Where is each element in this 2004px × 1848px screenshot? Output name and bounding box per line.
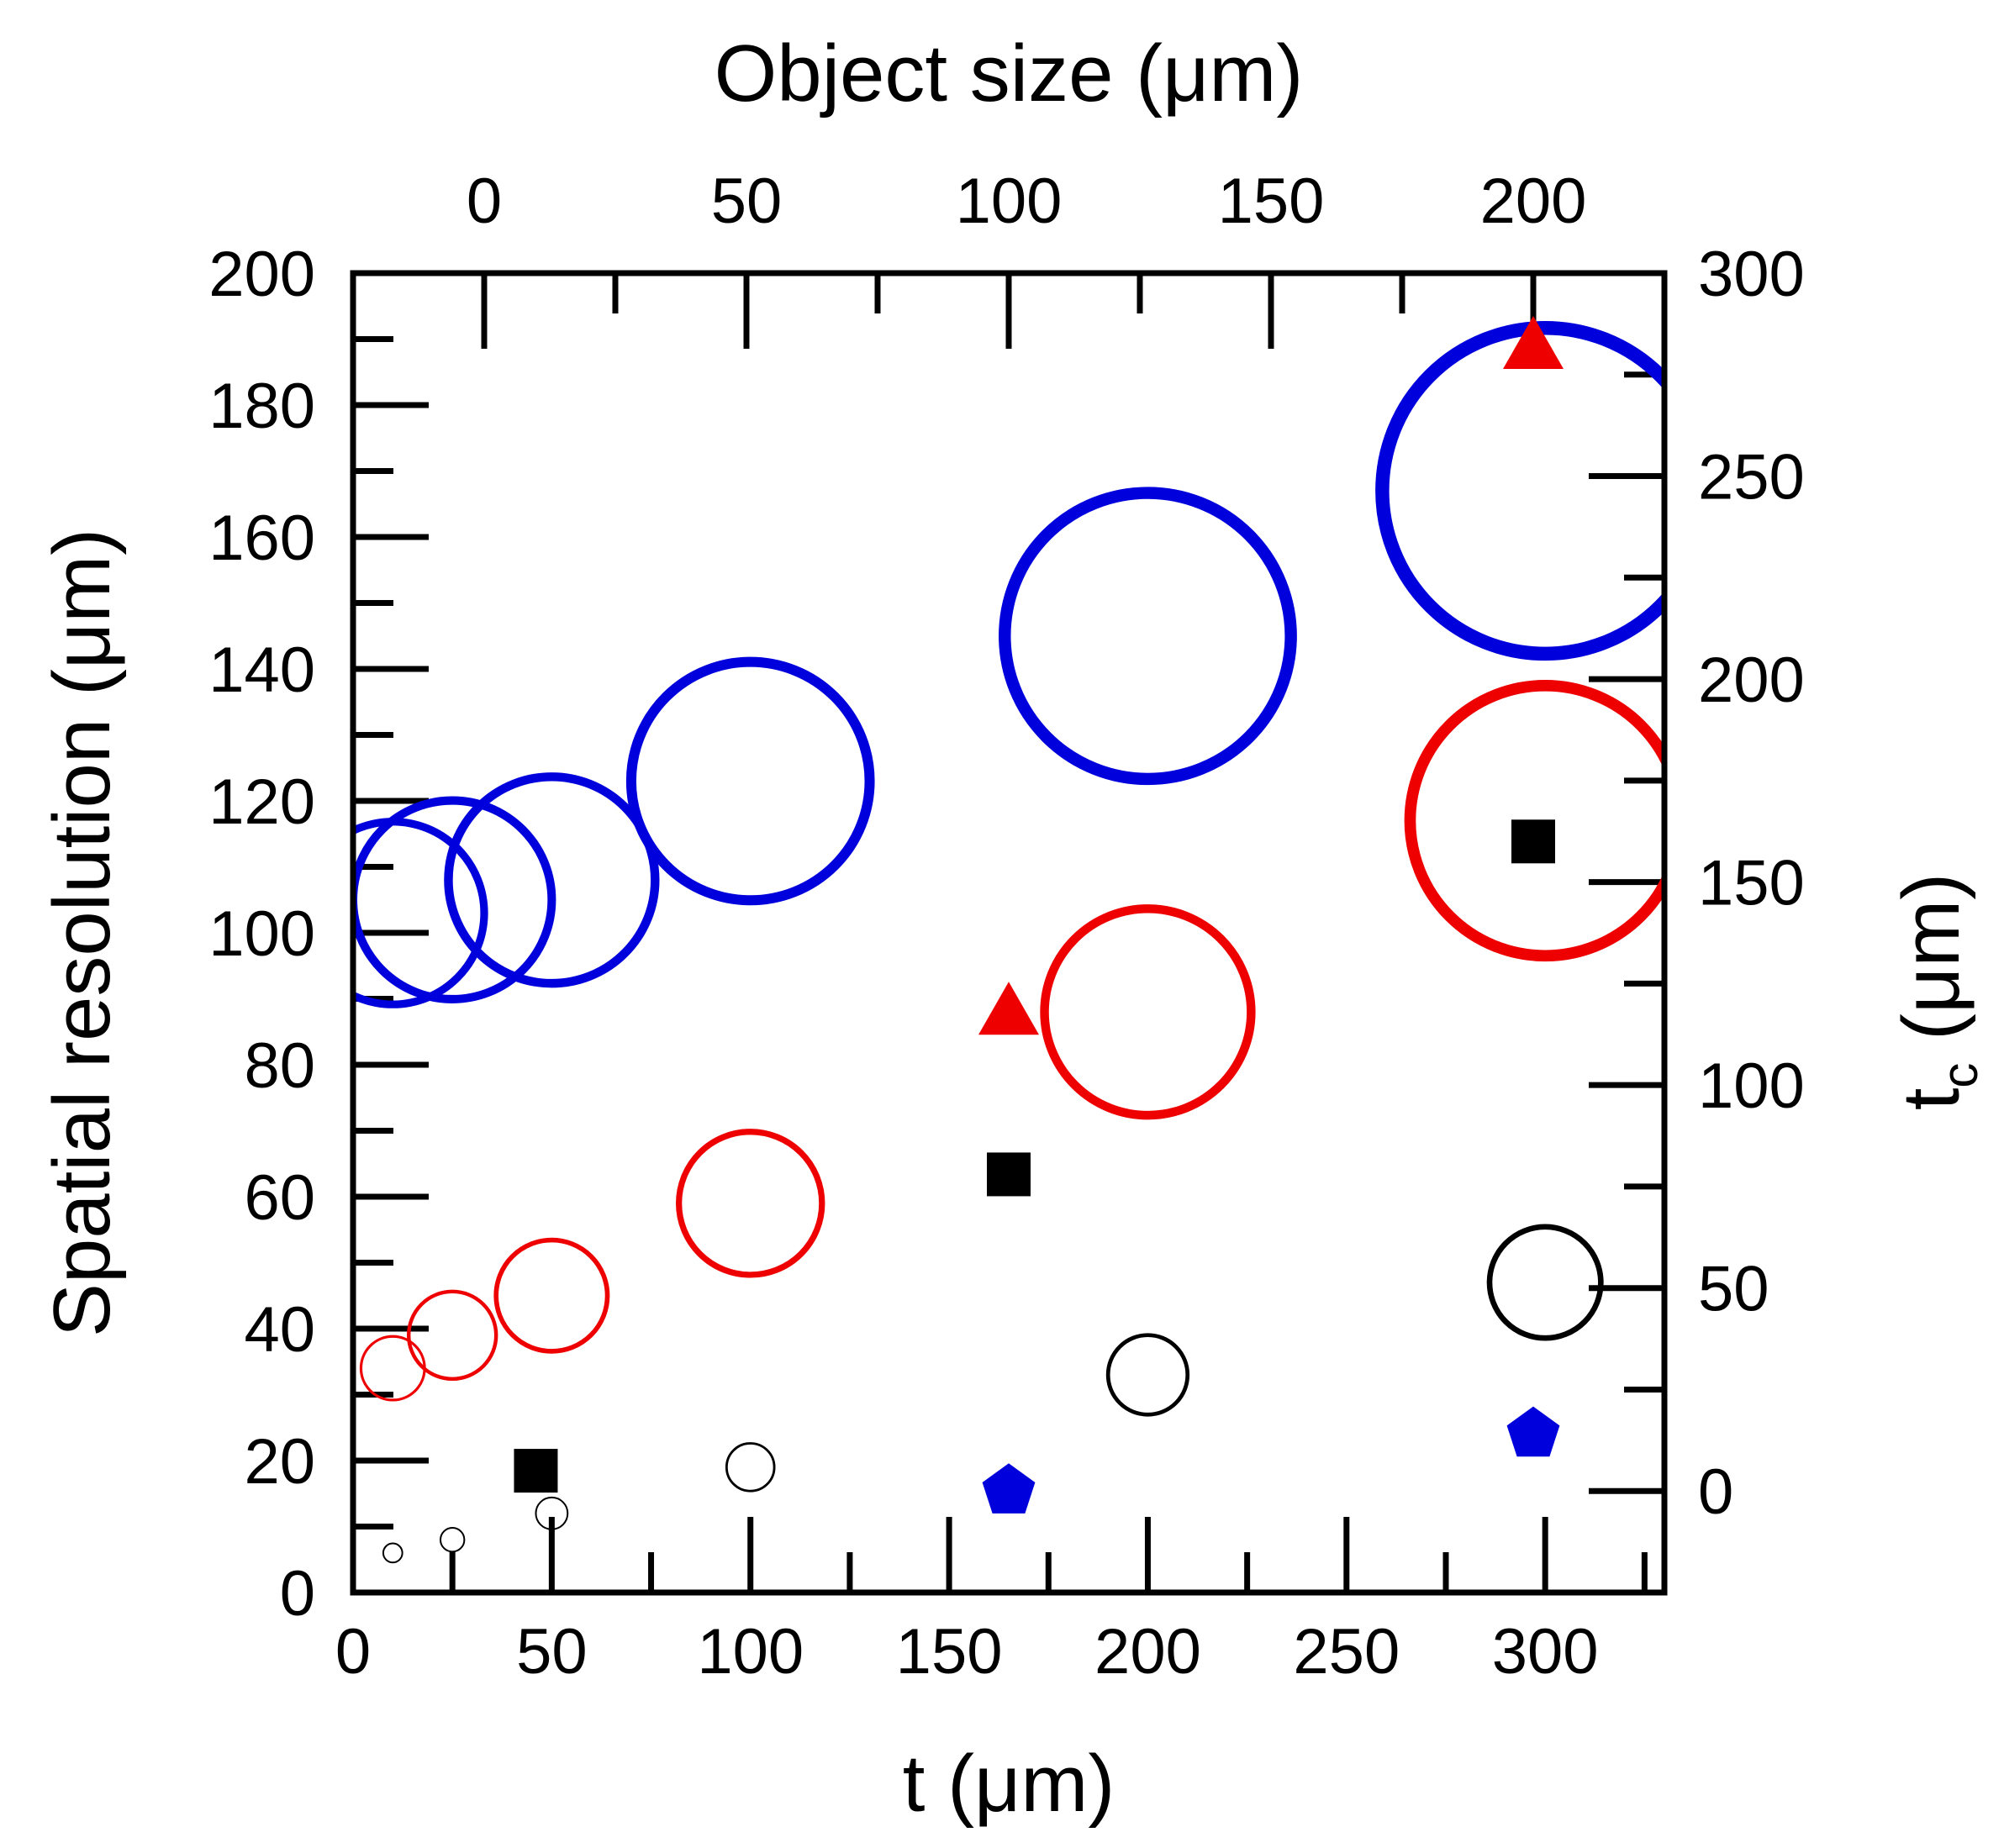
right-axis-title: tc (μm) <box>1886 873 1988 1111</box>
bottom-tick-label: 50 <box>516 1616 588 1687</box>
open-circle-marker <box>1375 321 1664 661</box>
bottom-tick-label: 300 <box>1492 1616 1599 1687</box>
top-tick-label: 0 <box>467 166 502 237</box>
open-circle-marker <box>676 1129 825 1278</box>
pentagon-marker <box>1506 1406 1560 1457</box>
open-circle-marker <box>406 1289 498 1382</box>
y-axis-title: Spatial resolution (μm) <box>37 529 127 1337</box>
plot-frame <box>350 270 1668 1596</box>
bottom-tick-label: 100 <box>697 1616 804 1687</box>
top-tick-label: 50 <box>711 166 783 237</box>
open-circle-marker <box>440 1527 466 1553</box>
open-circle-marker <box>725 1442 776 1493</box>
open-circle-marker <box>1105 1333 1190 1417</box>
right-axis-title-subscript: c <box>1932 1063 1988 1088</box>
open-circle-marker <box>382 1542 403 1564</box>
right-tick-label: 150 <box>1698 848 1805 919</box>
triangle-marker <box>978 982 1039 1035</box>
top-tick-label: 100 <box>956 166 1063 237</box>
bottom-tick-label: 200 <box>1094 1616 1201 1687</box>
left-tick-label: 20 <box>244 1426 315 1498</box>
open-circle-marker <box>1040 904 1256 1120</box>
triangle-marker <box>1503 315 1564 369</box>
square-marker <box>514 1449 558 1493</box>
left-tick-label: 0 <box>280 1558 315 1630</box>
left-tick-label: 160 <box>208 503 315 574</box>
top-axis-title: Object size (μm) <box>715 29 1304 118</box>
right-axis-title-unit: (μm) <box>1886 873 1976 1063</box>
open-circle-marker <box>535 1496 569 1530</box>
open-circle-marker <box>999 487 1297 786</box>
left-tick-label: 200 <box>208 239 315 310</box>
left-tick-label: 80 <box>244 1030 315 1102</box>
tick-labels: 0 50 100 150 200 250 300 0 50 100 150 200 0 20 40 60 80 1… <box>208 166 1805 1687</box>
bottom-tick-label: 150 <box>896 1616 1003 1687</box>
right-tick-label: 250 <box>1698 442 1805 513</box>
open-circle-marker <box>493 1237 610 1354</box>
bottom-tick-label: 0 <box>335 1616 371 1687</box>
open-circle-marker <box>625 656 875 906</box>
right-axis-title-main: t <box>1886 1088 1976 1111</box>
square-marker <box>987 1152 1031 1197</box>
left-tick-label: 120 <box>208 766 315 838</box>
left-tick-label: 60 <box>244 1162 315 1234</box>
open-circle-marker <box>1404 680 1664 962</box>
left-tick-label: 100 <box>208 898 315 970</box>
x-axis-title: t (μm) <box>903 1739 1115 1829</box>
right-tick-label: 200 <box>1698 645 1805 716</box>
right-tick-label: 100 <box>1698 1050 1805 1122</box>
data-markers <box>353 315 1664 1564</box>
right-tick-label: 0 <box>1698 1456 1733 1528</box>
left-tick-label: 140 <box>208 634 315 706</box>
open-circle-marker <box>1486 1224 1604 1341</box>
pentagon-marker <box>982 1463 1036 1514</box>
bottom-tick-label: 250 <box>1293 1616 1400 1687</box>
left-tick-label: 180 <box>208 371 315 442</box>
open-circle-marker <box>353 796 556 1003</box>
right-tick-label: 50 <box>1698 1254 1769 1325</box>
right-tick-label: 300 <box>1698 239 1805 310</box>
top-tick-label: 200 <box>1480 166 1587 237</box>
top-tick-label: 150 <box>1218 166 1325 237</box>
left-tick-label: 40 <box>244 1294 315 1366</box>
square-marker <box>1511 819 1555 864</box>
open-circle-marker <box>444 772 660 988</box>
